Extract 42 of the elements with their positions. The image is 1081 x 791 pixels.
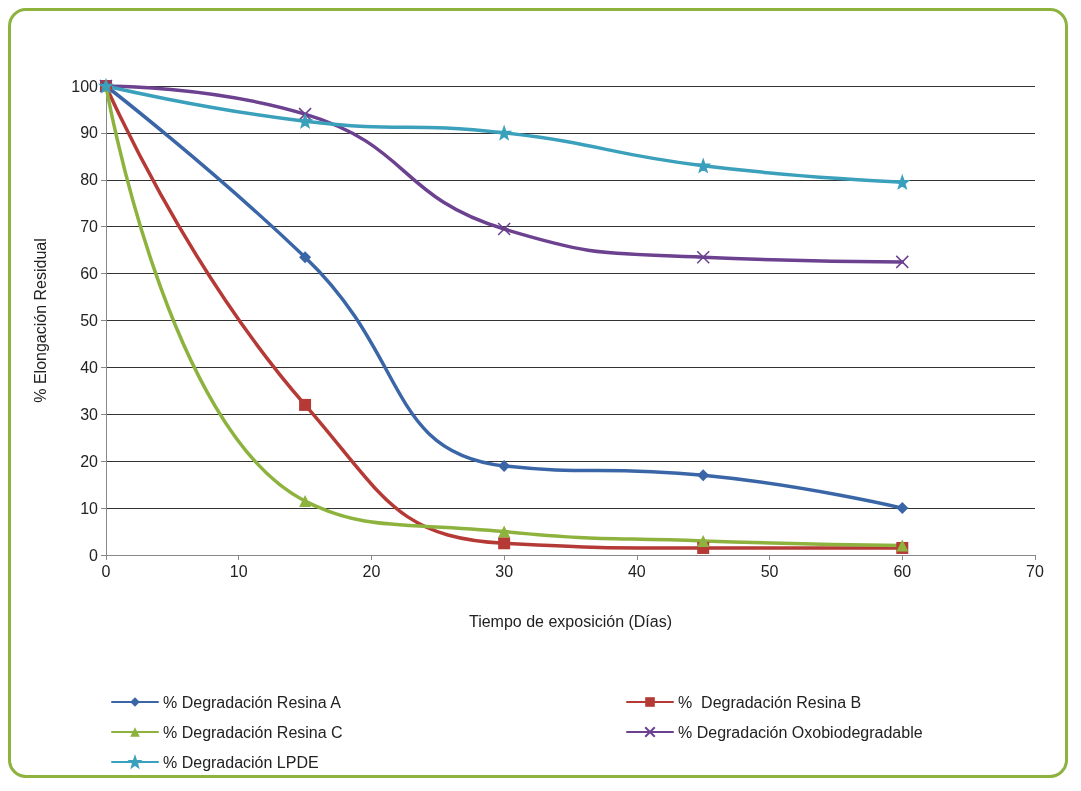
x-tick-label: 50 bbox=[760, 562, 779, 580]
legend-label: % Degradación LPDE bbox=[163, 753, 319, 771]
y-tick-label: 100 bbox=[71, 77, 99, 95]
x-tick-label: 0 bbox=[101, 562, 111, 580]
point bbox=[895, 175, 910, 189]
frame: % Elongación Residual Tiempo de exposición (Días) 0 10 20 30 40 50 60 70 80 90 100 0 10 20 30 40 50 60 70 % Degradación Resina A % Degradación Resina B % Degradación Resina C % Degradación Oxobiodegradable % Degradación LPDE bbox=[8, 8, 1068, 778]
y-tick-label: 50 bbox=[80, 312, 99, 329]
point bbox=[696, 250, 710, 264]
point bbox=[497, 126, 511, 140]
y-tick-label: 0 bbox=[89, 546, 99, 564]
y-axis-title: % Elongación Residual bbox=[31, 238, 49, 403]
x-tick-label: 40 bbox=[627, 562, 646, 580]
point bbox=[697, 534, 710, 547]
point bbox=[896, 502, 909, 515]
legend-label: % Degradación Resina A bbox=[163, 693, 342, 711]
point bbox=[696, 158, 710, 173]
x-tick-label: 10 bbox=[229, 562, 248, 580]
x-tick-label: 60 bbox=[893, 562, 912, 580]
point bbox=[498, 525, 511, 538]
y-tick-label: 40 bbox=[80, 358, 99, 376]
legend-label: % Degradación Resina B bbox=[678, 693, 862, 711]
x-axis-title: Tiempo de exposición (Días) bbox=[468, 612, 673, 630]
point bbox=[498, 537, 511, 550]
point bbox=[299, 398, 312, 411]
point bbox=[298, 107, 312, 121]
point bbox=[299, 251, 312, 264]
legend-label: % Degradación Oxobiodegradable bbox=[678, 723, 923, 741]
y-tick-label: 70 bbox=[80, 218, 99, 236]
y-tick-label: 60 bbox=[80, 265, 99, 283]
x-tick-label: 30 bbox=[495, 562, 514, 580]
legend-label: % Degradación Resina C bbox=[163, 723, 343, 741]
point bbox=[298, 114, 312, 128]
point bbox=[497, 222, 511, 236]
y-tick-label: 80 bbox=[80, 171, 99, 189]
point bbox=[299, 495, 312, 508]
y-tick-label: 10 bbox=[80, 499, 99, 517]
x-tick-label: 20 bbox=[362, 562, 381, 580]
x-tick-label: 70 bbox=[1026, 562, 1044, 580]
point bbox=[895, 255, 910, 269]
y-tick-label: 90 bbox=[80, 124, 99, 142]
y-tick-label: 30 bbox=[80, 405, 99, 423]
y-tick-label: 20 bbox=[80, 452, 99, 470]
